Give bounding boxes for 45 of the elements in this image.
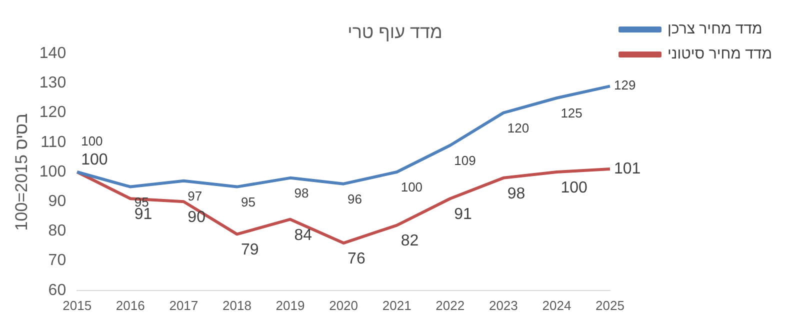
data-label: 82 [400, 232, 419, 250]
data-label: 101 [614, 160, 641, 178]
chart-title: מדד עוף טרי [348, 22, 442, 42]
x-tick-label: 2022 [436, 298, 465, 313]
data-label: 98 [294, 186, 309, 200]
x-tick-label: 2025 [596, 298, 624, 313]
data-label: 79 [240, 242, 259, 259]
data-label: 84 [294, 226, 312, 244]
data-label: 109 [454, 152, 476, 168]
data-label: 97 [188, 188, 202, 204]
data-label: 100 [400, 180, 423, 195]
x-tick-label: 2018 [222, 298, 252, 313]
data-label: 91 [134, 206, 152, 224]
data-label: 90 [188, 209, 206, 226]
y-axis-title: בסיס 2015=100 [12, 113, 31, 231]
data-label: 129 [614, 78, 636, 93]
y-tick-label: 100 [39, 163, 66, 180]
y-tick-label: 120 [39, 104, 66, 122]
data-label: 125 [560, 106, 582, 121]
data-label: 100 [81, 151, 108, 168]
x-tick-label: 2023 [488, 298, 518, 313]
y-tick-label: 90 [48, 193, 66, 210]
y-tick-label: 140 [39, 45, 66, 62]
data-label: 120 [507, 120, 530, 136]
y-tick-label: 110 [40, 134, 66, 151]
x-tick-label: 2016 [116, 298, 145, 313]
y-tick-label: 60 [48, 282, 66, 299]
x-tick-label: 2024 [542, 298, 572, 313]
x-tick-label: 2015 [62, 298, 92, 313]
data-label: 98 [507, 185, 526, 202]
data-label: 91 [454, 206, 472, 224]
x-tick-label: 2019 [276, 298, 305, 313]
legend-label: מדד מחיר צרכן [667, 20, 762, 38]
data-label: 95 [240, 194, 256, 210]
data-label: 100 [81, 134, 103, 149]
y-tick-label: 70 [48, 252, 66, 270]
x-tick-label: 2017 [169, 298, 198, 313]
y-tick-label: 80 [48, 222, 66, 240]
legend-label: מדד מחיר סיטוני [667, 46, 772, 63]
x-tick-label: 2021 [382, 298, 412, 313]
data-label: 96 [348, 191, 362, 206]
data-label: 100 [560, 179, 588, 196]
data-label: 76 [348, 250, 366, 268]
x-tick-label: 2020 [329, 298, 358, 313]
y-tick-label: 130 [39, 74, 66, 92]
